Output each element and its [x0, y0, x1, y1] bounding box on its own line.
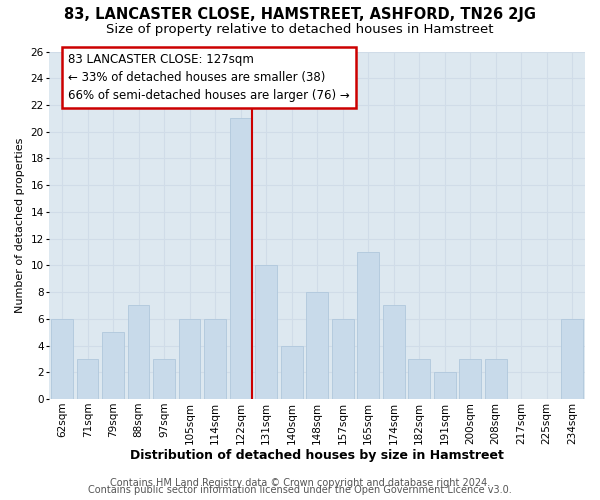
Bar — [230, 118, 251, 399]
Bar — [102, 332, 124, 399]
Bar — [256, 266, 277, 399]
Bar — [409, 359, 430, 399]
Bar — [77, 359, 98, 399]
Text: Contains HM Land Registry data © Crown copyright and database right 2024.: Contains HM Land Registry data © Crown c… — [110, 478, 490, 488]
Text: Contains public sector information licensed under the Open Government Licence v3: Contains public sector information licen… — [88, 485, 512, 495]
Bar — [358, 252, 379, 399]
Text: 83, LANCASTER CLOSE, HAMSTREET, ASHFORD, TN26 2JG: 83, LANCASTER CLOSE, HAMSTREET, ASHFORD,… — [64, 8, 536, 22]
Bar — [307, 292, 328, 399]
X-axis label: Distribution of detached houses by size in Hamstreet: Distribution of detached houses by size … — [130, 450, 504, 462]
Text: 83 LANCASTER CLOSE: 127sqm
← 33% of detached houses are smaller (38)
66% of semi: 83 LANCASTER CLOSE: 127sqm ← 33% of deta… — [68, 53, 350, 102]
Bar — [562, 319, 583, 399]
Bar — [179, 319, 200, 399]
Bar — [281, 346, 302, 399]
Bar — [154, 359, 175, 399]
Bar — [460, 359, 481, 399]
Bar — [485, 359, 506, 399]
Bar — [205, 319, 226, 399]
Bar — [128, 306, 149, 399]
Bar — [434, 372, 455, 399]
Text: Size of property relative to detached houses in Hamstreet: Size of property relative to detached ho… — [106, 22, 494, 36]
Bar — [332, 319, 353, 399]
Bar — [383, 306, 404, 399]
Y-axis label: Number of detached properties: Number of detached properties — [15, 138, 25, 313]
Bar — [51, 319, 73, 399]
